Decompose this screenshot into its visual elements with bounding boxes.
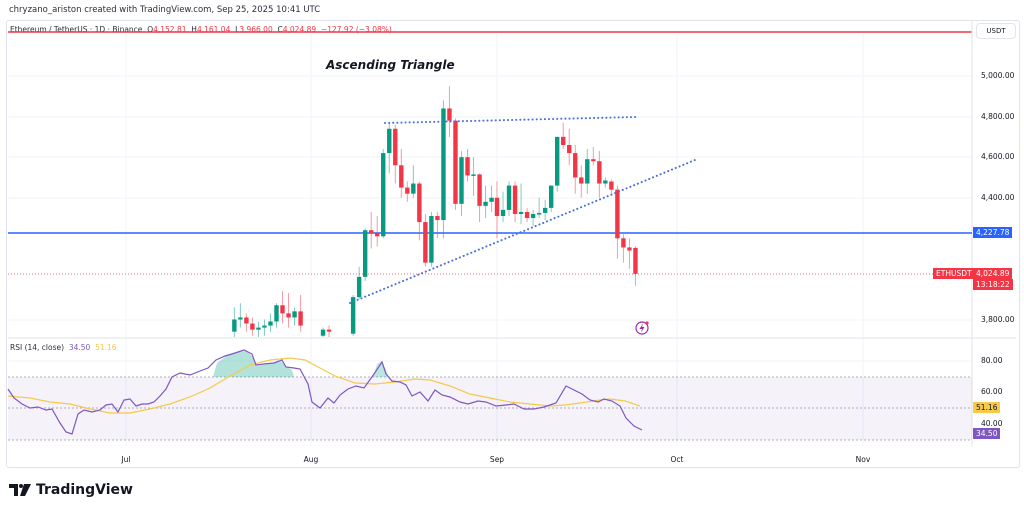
pattern-annotation[interactable]: Ascending Triangle [326,58,455,72]
lightning-icon[interactable] [635,321,649,335]
tradingview-logo[interactable]: TradingView [9,482,133,498]
horizontal-level-tag: 4,227.78 [973,227,1013,238]
rsi-legend[interactable]: RSI (14, close) 34.50 51.16 [10,343,117,352]
close-label: C [277,25,283,34]
credit-line: chryzano_ariston created with TradingVie… [9,5,321,15]
countdown-tag: 13:18:22 [973,279,1013,290]
low-value: 3,966.00 [239,25,273,34]
change-value: −127.92 (−3.08%) [320,25,392,34]
rsi-value-tag: 34.50 [973,428,1001,439]
symbol-title: Ethereum / TetherUS · 1D · Binance [10,25,143,34]
price-tick-5000: 5,000.00 [981,71,1015,80]
brand-name: TradingView [36,482,133,498]
time-tick-sep: Sep [489,455,505,464]
currency-button[interactable]: USDT [976,23,1016,39]
time-tick-jul: Jul [121,455,131,464]
rsi-band-lines [8,376,972,441]
rsi-tick-60: 60.00 [981,387,1003,396]
rsi-band-background [8,377,972,440]
time-tick-oct: Oct [670,455,684,464]
rsi-ma-value: 51.16 [95,343,117,352]
rsi-line [7,349,643,435]
rsi-overbought-fill-2 [373,361,389,377]
candles [232,86,638,337]
last-price-tag: 4,024.89 [973,268,1013,279]
price-tick-4800: 4,800.00 [981,112,1015,121]
time-tick-nov: Nov [855,455,871,464]
low-label: L [235,25,240,34]
symbol-legend[interactable]: Ethereum / TetherUS · 1D · Binance O4,15… [10,25,392,34]
chart-frame [6,20,1020,468]
price-tick-4400: 4,400.00 [981,193,1015,202]
rsi-tick-40: 40.00 [981,419,1003,428]
price-tick-4600: 4,600.00 [981,152,1015,161]
support-trendline[interactable] [349,159,696,304]
rsi-tick-80: 80.00 [981,356,1003,365]
high-label: H [191,25,197,34]
rsi-ma-line [7,357,641,414]
price-tick-3800: 3,800.00 [981,315,1015,324]
symbol-tag: ETHUSDT [933,268,975,279]
high-value: 4,161.04 [196,25,231,34]
close-value: 4,024.89 [282,25,317,34]
tradingview-logo-icon [9,484,31,496]
rsi-ma-tag: 51.16 [973,402,1001,413]
rsi-value: 34.50 [68,343,91,352]
resistance-trendline[interactable] [384,116,637,124]
open-label: O [147,25,154,34]
open-value: 4,152.81 [153,25,187,34]
time-tick-aug: Aug [303,455,319,464]
rsi-label: RSI (14, close) [10,343,65,352]
